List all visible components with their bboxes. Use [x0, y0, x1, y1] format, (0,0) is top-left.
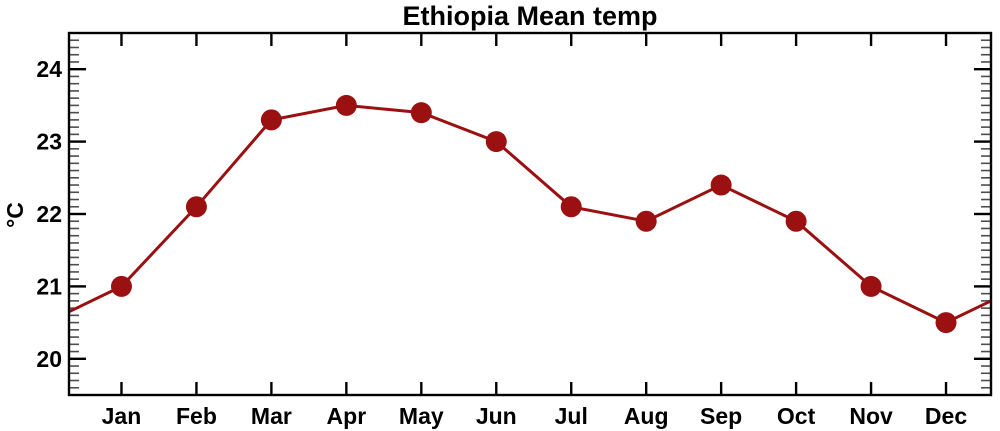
data-point	[710, 174, 732, 196]
x-tick-label: Aug	[624, 403, 669, 429]
data-point	[560, 196, 582, 218]
x-tick-label: Jul	[555, 403, 588, 429]
data-point	[260, 109, 282, 131]
y-tick-label: 22	[36, 201, 62, 227]
series-line	[69, 103, 991, 325]
data-point	[785, 210, 807, 232]
x-tick-label: Sep	[700, 403, 742, 429]
x-tick-label: Mar	[251, 403, 292, 429]
x-tick-label: Feb	[176, 403, 217, 429]
data-point	[110, 275, 132, 297]
y-tick-label: 23	[36, 129, 62, 155]
y-tick-label: 21	[36, 273, 62, 299]
x-tick-label: Apr	[327, 403, 367, 429]
y-tick-label: 24	[36, 56, 62, 82]
y-tick-label: 20	[36, 346, 62, 372]
x-tick-label: Dec	[925, 403, 967, 429]
chart-title: Ethiopia Mean temp	[402, 1, 658, 31]
data-point	[185, 196, 207, 218]
data-point	[335, 94, 357, 116]
x-tick-label: Oct	[777, 403, 816, 429]
x-tick-label: Jun	[476, 403, 517, 429]
x-tick-label: Nov	[849, 403, 893, 429]
x-tick-label: May	[399, 403, 444, 429]
data-point	[635, 210, 657, 232]
data-point	[410, 102, 432, 124]
data-point	[485, 131, 507, 153]
plot-frame	[67, 31, 993, 397]
data-point	[860, 275, 882, 297]
x-tick-label: Jan	[102, 403, 142, 429]
data-point	[935, 312, 957, 334]
